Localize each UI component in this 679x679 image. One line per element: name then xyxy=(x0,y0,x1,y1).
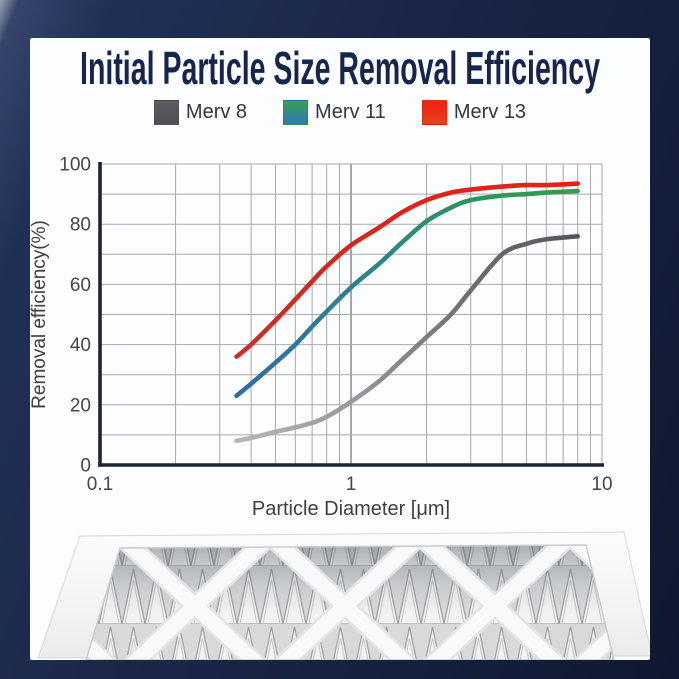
content-card: Initial Particle Size Removal Efficiency… xyxy=(30,38,650,660)
legend-item-merv-11: Merv 11 xyxy=(283,100,386,125)
legend-label: Merv 13 xyxy=(453,101,527,123)
x-tick-label: 1 xyxy=(346,474,357,495)
air-filter-image xyxy=(37,531,650,660)
y-axis-title: Removal efficiency(%) xyxy=(30,220,50,409)
chart-legend: Merv 8 Merv 11 Merv 13 xyxy=(30,100,650,125)
legend-label: Merv 8 xyxy=(185,101,248,123)
merv-8-swatch-icon xyxy=(153,100,179,125)
y-tick-label: 100 xyxy=(59,155,91,176)
x-tick-label: 0.1 xyxy=(87,474,113,495)
series-line-merv-11 xyxy=(234,188,580,399)
y-tick-label: 0 xyxy=(80,456,91,477)
merv-11-swatch-icon xyxy=(283,100,309,125)
y-tick-label: 40 xyxy=(70,335,91,356)
legend-item-merv-8: Merv 8 xyxy=(153,100,248,125)
series-line-merv-8 xyxy=(234,233,580,444)
page-title: Initial Particle Size Removal Efficiency xyxy=(80,42,600,94)
merv-13-swatch-icon xyxy=(421,100,447,125)
y-tick-label: 20 xyxy=(70,395,91,416)
x-tick-label: 10 xyxy=(591,474,612,495)
grid xyxy=(100,163,603,465)
y-tick-label: 60 xyxy=(70,275,91,296)
legend-label: Merv 11 xyxy=(315,101,386,123)
filter-frame-inner-edge xyxy=(85,544,615,660)
y-tick-label: 80 xyxy=(70,215,91,236)
legend-item-merv-13: Merv 13 xyxy=(421,100,527,125)
series-line-merv-13 xyxy=(234,181,580,359)
x-axis-title: Particle Diameter [μm] xyxy=(252,498,450,520)
filter-pleats xyxy=(86,545,614,660)
